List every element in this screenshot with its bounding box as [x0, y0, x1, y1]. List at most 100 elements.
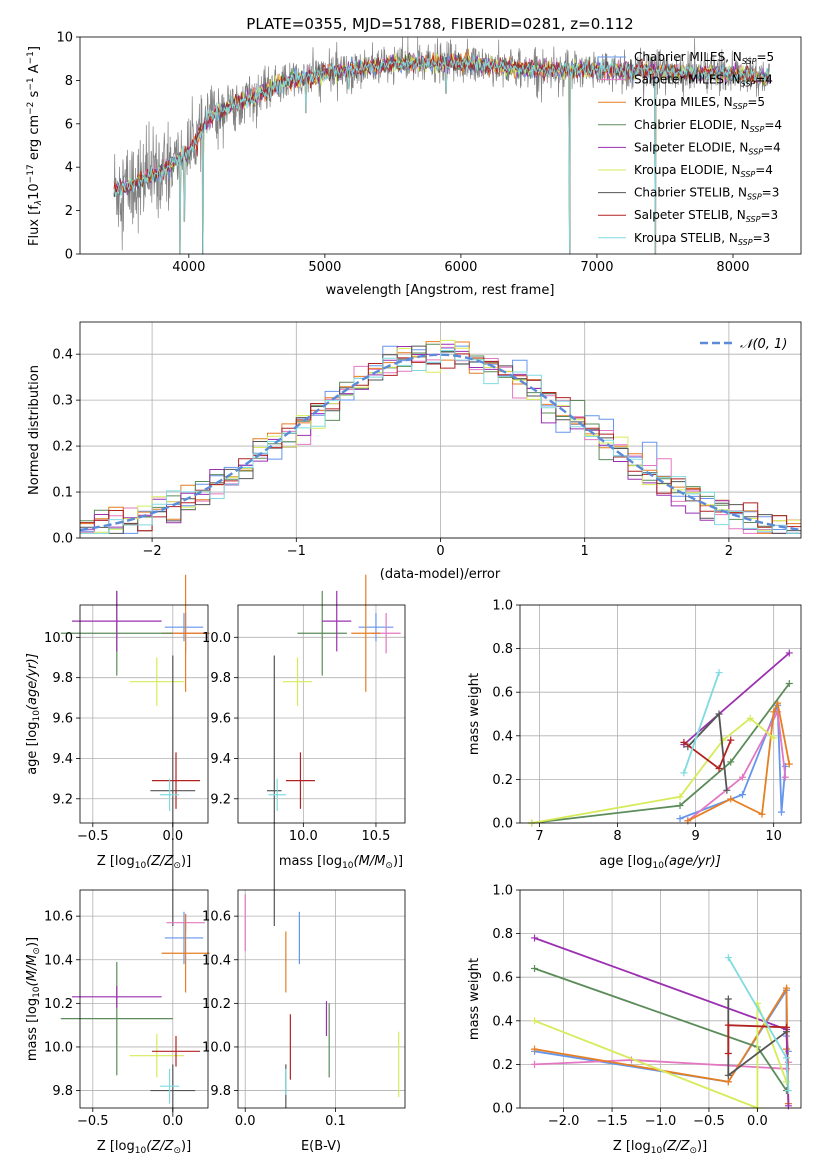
legend-label: Kroupa MILES, NSSP=5 [634, 95, 765, 111]
residuals-xtick-label: 1 [581, 544, 589, 559]
spectrum-ylabel-part: λ [34, 200, 44, 206]
mass-vs-Z-ylabel-part: mass [log [25, 998, 40, 1061]
age_vs_Z-ytick-label: 9.6 [52, 712, 73, 727]
age-vs-Z-ylabel: age [log10(age/yr)] [25, 653, 42, 775]
spectrum-xtick-label: 8000 [716, 260, 749, 275]
weight_vs_Z-line-kroupa_miles [534, 985, 790, 1104]
mass-vs-Z-ylabel: mass [log10(M/M⊙)] [25, 937, 42, 1061]
axes-layer [76, 36, 802, 1112]
normal-legend-label: 𝒩(0, 1) [740, 337, 787, 352]
age-vs-Z-ylabel-part: (age/yr)] [25, 653, 40, 710]
legend-label-tail: =3 [760, 208, 778, 222]
weight_vs_age-ytick-label: 1.0 [492, 599, 513, 614]
legend-label-main: Kroupa ELODIE, N [634, 163, 741, 177]
weight_vs_age-marker-kroupa_elodie [770, 734, 778, 742]
age-vs-Z-xlabel-part: Z [log [97, 854, 135, 869]
weight-vs-Z-xlabel-part: 10 [651, 1146, 663, 1156]
mass_vs_ebv-ytick-label: 10.6 [202, 910, 231, 925]
weight_vs_age-line-salpeter_miles [687, 708, 787, 822]
residuals-ytick-label: 0.1 [52, 486, 73, 501]
age_vs_Z-ytick-label: 9.4 [52, 752, 73, 767]
spectrum-ylabel-part: A [27, 64, 42, 77]
weight_vs_Z-marker-kroupa_elodie [531, 1017, 539, 1025]
weight_vs_Z-marker-chabrier_stelib [724, 995, 732, 1003]
mass-vs-Z-xlabel-part: Z [log [97, 1139, 135, 1154]
mass-vs-Z-xlabel-part: )] [181, 1139, 191, 1154]
spectrum-frame [79, 36, 802, 255]
weight_vs_age-marker-salpeter_stelib [680, 738, 688, 746]
spectrum-ytick-label: 6 [65, 117, 73, 132]
mass-vs-Z-xlabel-part: ⊙ [173, 1146, 181, 1156]
age-vs-mass-xlabel: mass [log10(M/M⊙)] [279, 854, 403, 871]
weight_vs_Z-marker-kroupa_miles [782, 984, 790, 992]
weight_vs_age-ytick-label: 0.8 [492, 642, 513, 657]
legend-label-sub: SSP [741, 170, 756, 179]
age_vs_Z-ytick-label: 9.2 [52, 792, 73, 807]
mass_vs_Z-ytick-label: 9.8 [52, 1084, 73, 1099]
weight_vs_Z-ytick-label: 0.6 [492, 971, 513, 986]
weight_vs_Z-ylabel: mass weight [467, 958, 482, 1040]
spectrum-model-line [113, 53, 770, 255]
weight_vs_age-ytick-label: 0.6 [492, 686, 513, 701]
spectrum-ytick-label: 8 [65, 74, 73, 89]
legend-label-tail: =5 [756, 50, 774, 64]
weight_vs_age-xtick-label: 9 [691, 829, 699, 844]
mass-vs-Z-xlabel-part: 10 [135, 1146, 147, 1156]
weight_vs_age-marker-kroupa_elodie [719, 736, 727, 744]
residuals-xtick-label: −1 [287, 544, 306, 559]
age-vs-mass-xlabel-part: mass [log [279, 854, 342, 869]
weight_vs_age-marker-chabrier_elodie [676, 802, 684, 810]
age_vs_Z-xtick-label: −0.5 [77, 829, 109, 844]
mass_vs_Z-ytick-label: 10.6 [44, 910, 73, 925]
weight_vs_age-marker-kroupa_elodie [746, 714, 754, 722]
residuals-xtick-label: 2 [725, 544, 733, 559]
weight_vs_age-marker-chabrier_elodie [727, 758, 735, 766]
weight_vs_Z-marker-salpeter_stelib [782, 1023, 790, 1031]
spectrum-ylabel-part: −17 [26, 164, 36, 183]
weight_vs_age-line-kroupa_elodie [531, 717, 775, 824]
legend-label: Salpeter ELODIE, NSSP=4 [634, 140, 781, 156]
residuals-ytick-label: 0.0 [52, 532, 73, 547]
weight-vs-Z-xlabel-part: )] [697, 1139, 707, 1154]
age-vs-mass-xlabel-part: 10 [342, 861, 354, 871]
weight_vs_age-marker-salpeter_elodie [785, 649, 793, 657]
weight_vs_Z-line-salpeter_elodie [534, 937, 790, 1106]
weight_vs_Z-ytick-label: 0.0 [492, 1102, 513, 1117]
age-vs-Z-ylabel-part: 10 [32, 710, 42, 722]
legend-label-tail: =3 [753, 231, 771, 245]
legend-label-sub: SSP [733, 102, 748, 111]
spectrum-ytick-label: 2 [65, 204, 73, 219]
weight_vs_age-line-kroupa_miles [687, 700, 791, 822]
legend-label: Chabrier ELODIE, NSSP=4 [634, 118, 782, 134]
mass_vs_ebv-frame [237, 889, 406, 1109]
weight_vs_Z-marker-kroupa_elodie [782, 1078, 790, 1086]
age-vs-Z-ylabel-part: age [log [25, 722, 40, 775]
legend-label-sub: SSP [746, 215, 761, 224]
residuals-ytick-label: 0.3 [52, 394, 73, 409]
weight_vs_age-xtick-label: 8 [613, 829, 621, 844]
age-vs-Z-xlabel: Z [log10(Z/Z⊙)] [97, 854, 191, 871]
mass-vs-Z-xlabel: Z [log10(Z/Z⊙)] [97, 1139, 191, 1156]
residuals-ytick-label: 0.2 [52, 440, 73, 455]
spectrum-ylabel-part: erg cm [27, 115, 42, 164]
spectrum-ylabel-part: s [27, 90, 42, 101]
legend-label: Salpeter STELIB, NSSP=3 [634, 208, 778, 224]
weight_vs_Z-xtick-label: −2.0 [548, 1114, 580, 1129]
weight_vs_age-marker-chabrier_stelib [723, 786, 731, 794]
weight-vs-Z-xlabel-part: (Z/Z [662, 1139, 690, 1154]
mass_vs_Z-ytick-label: 10.4 [44, 953, 73, 968]
mass_vs_ebv-xtick-label: 0.0 [235, 1114, 256, 1129]
age_vs_mass-ytick-label: 9.6 [210, 712, 231, 727]
weight_vs_age-line-salpeter_elodie [683, 652, 790, 746]
weight_vs_age-marker-chabrier_miles [777, 808, 785, 816]
weight_vs_Z-marker-salpeter_stelib [724, 1021, 732, 1029]
legend-label-tail: =4 [755, 163, 773, 177]
legend-label-sub: SSP [741, 80, 756, 89]
weight_vs_Z-xtick-label: −1.0 [645, 1114, 677, 1129]
legend-label-sub: SSP [748, 147, 763, 156]
spectrum-model-line [113, 52, 770, 255]
weight_vs_Z-ytick-label: 1.0 [492, 884, 513, 899]
spectrum-xtick-label: 5000 [308, 260, 341, 275]
spectrum-xtick-label: 7000 [580, 260, 613, 275]
